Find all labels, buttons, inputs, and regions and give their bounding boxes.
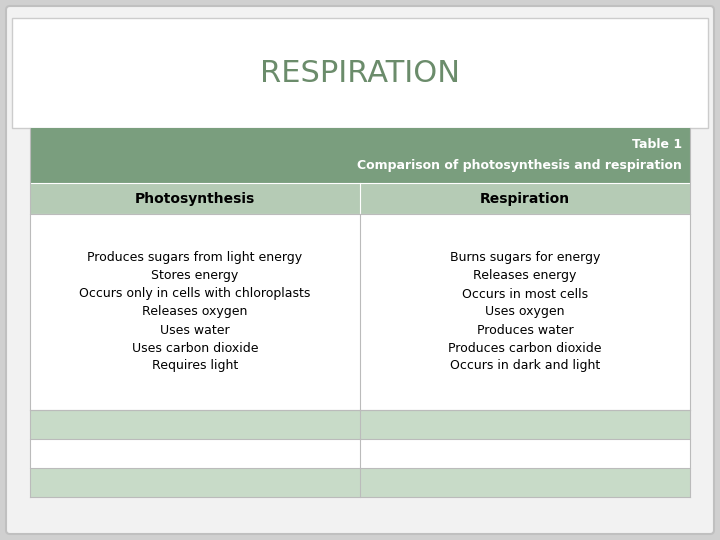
Bar	[30, 214, 690, 410]
Bar	[30, 439, 690, 468]
Text: Photosynthesis: Photosynthesis	[135, 192, 255, 206]
Bar	[30, 183, 690, 214]
Text: Comparison of photosynthesis and respiration: Comparison of photosynthesis and respira…	[357, 159, 682, 172]
Text: Table 1: Table 1	[632, 138, 682, 151]
Text: Burns sugars for energy
Releases energy
Occurs in most cells
Uses oxygen
Produce: Burns sugars for energy Releases energy …	[449, 252, 602, 373]
Text: Produces sugars from light energy
Stores energy
Occurs only in cells with chloro: Produces sugars from light energy Stores…	[79, 252, 311, 373]
Text: Respiration: Respiration	[480, 192, 570, 206]
Bar	[12, 18, 708, 128]
Text: RESPIRATION: RESPIRATION	[260, 58, 460, 87]
Bar	[30, 410, 690, 439]
Bar	[30, 468, 690, 497]
Bar	[30, 128, 690, 183]
FancyBboxPatch shape	[6, 6, 714, 534]
